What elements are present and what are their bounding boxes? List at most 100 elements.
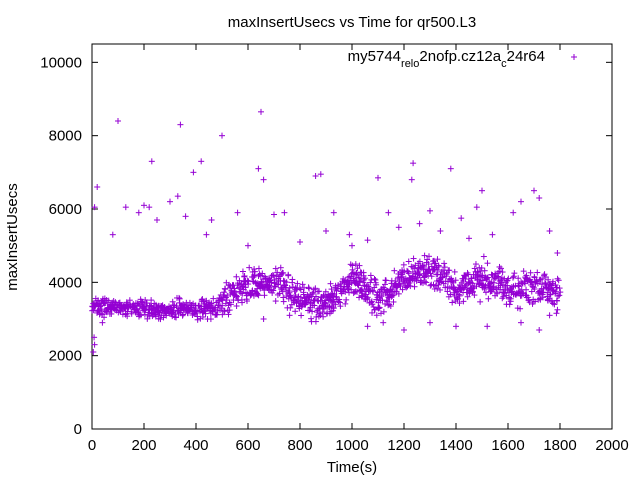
data-point — [523, 286, 530, 293]
data-point — [427, 270, 434, 277]
outlier-point — [174, 193, 181, 200]
data-point — [370, 288, 377, 295]
data-point — [176, 299, 183, 306]
data-point — [428, 273, 435, 280]
data-point — [515, 275, 522, 282]
legend-label-part-5: c — [501, 58, 507, 70]
outlier-point — [245, 242, 251, 249]
outlier-point — [401, 327, 407, 333]
data-point — [426, 253, 433, 260]
data-point — [283, 286, 290, 293]
legend-marker-plus — [571, 54, 577, 60]
data-point — [443, 273, 450, 280]
outlier-point — [141, 202, 147, 209]
data-point — [320, 305, 327, 312]
data-point — [421, 252, 428, 259]
data-point — [224, 292, 231, 299]
data-point — [232, 289, 239, 296]
outlier-point — [317, 171, 324, 178]
data-point — [453, 288, 460, 295]
data-point — [391, 267, 398, 274]
data-point — [554, 306, 561, 313]
data-point — [478, 273, 485, 280]
y-tick-label: 10000 — [40, 54, 82, 71]
data-point — [474, 276, 481, 283]
data-point — [275, 281, 282, 288]
data-point — [137, 312, 144, 319]
data-point — [355, 282, 362, 289]
data-point — [342, 300, 349, 307]
x-tick-label: 0 — [88, 437, 96, 454]
outlier-point — [260, 176, 267, 183]
data-point — [219, 311, 226, 318]
chart-title: maxInsertUsecs vs Time for qr500.L3 — [228, 14, 476, 31]
data-point — [225, 311, 232, 318]
data-point — [236, 277, 243, 284]
data-point — [239, 290, 246, 297]
data-point — [292, 308, 299, 315]
data-point — [367, 279, 374, 286]
outlier-point — [109, 231, 116, 238]
data-point — [399, 286, 406, 293]
y-tick-label: 2000 — [49, 348, 82, 365]
outlier-point — [410, 160, 417, 167]
data-point — [480, 253, 487, 260]
data-point — [294, 280, 301, 287]
data-point — [376, 304, 383, 311]
outlier-point — [473, 204, 480, 211]
outlier-point — [364, 323, 371, 330]
data-point — [330, 305, 337, 312]
data-point — [373, 312, 380, 319]
data-point — [280, 298, 287, 305]
data-point — [371, 275, 378, 282]
data-point — [298, 312, 305, 319]
data-point — [246, 264, 253, 271]
data-point — [509, 274, 516, 281]
x-axis-label: Time(s) — [327, 459, 377, 476]
data-point — [494, 290, 501, 297]
outlier-point — [260, 316, 267, 322]
outlier-point — [518, 319, 524, 326]
data-point — [416, 272, 423, 279]
data-point — [432, 282, 439, 289]
data-point — [424, 256, 431, 263]
data-point — [517, 305, 524, 312]
data-point — [227, 301, 234, 308]
legend-label-part-4: 2nofp.cz12a — [419, 48, 501, 65]
data-point — [283, 279, 290, 286]
data-point — [309, 308, 316, 315]
data-point — [369, 301, 376, 308]
data-point — [442, 284, 449, 291]
data-point — [421, 278, 428, 285]
outlier-point — [258, 108, 264, 115]
outlier-point — [208, 217, 215, 223]
outlier-point — [271, 211, 277, 218]
data-point — [297, 294, 304, 301]
outlier-point — [190, 169, 197, 176]
data-point — [97, 310, 104, 317]
data-point — [549, 278, 556, 285]
data-point — [358, 287, 365, 294]
data-point — [529, 279, 536, 286]
outlier-point — [536, 195, 543, 201]
data-point — [434, 256, 441, 263]
data-point — [554, 275, 561, 282]
outlier-point — [489, 231, 496, 238]
data-point — [484, 274, 491, 281]
data-point — [441, 260, 448, 267]
data-point — [556, 285, 563, 292]
data-point — [134, 305, 141, 312]
data-point — [254, 291, 261, 298]
data-point — [421, 274, 428, 281]
data-point — [128, 310, 135, 317]
x-tick-label: 200 — [131, 437, 156, 454]
outlier-point — [554, 250, 561, 256]
data-point — [202, 310, 209, 317]
data-point — [287, 293, 294, 300]
data-point — [516, 283, 523, 290]
outlier-point — [458, 215, 465, 222]
data-point — [547, 291, 554, 298]
data-point — [432, 260, 439, 267]
data-point — [237, 289, 244, 296]
data-point — [464, 293, 471, 300]
